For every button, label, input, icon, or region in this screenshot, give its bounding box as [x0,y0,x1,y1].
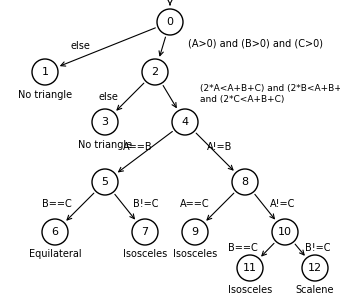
Circle shape [92,169,118,195]
Circle shape [182,219,208,245]
Circle shape [302,255,328,281]
Circle shape [32,59,58,85]
Text: 8: 8 [241,177,249,187]
Text: Equilateral: Equilateral [29,249,81,259]
Text: 6: 6 [51,227,58,237]
Text: 10: 10 [278,227,292,237]
Text: A!=B: A!=B [207,142,233,152]
Text: 12: 12 [308,263,322,273]
Circle shape [172,109,198,135]
Text: 11: 11 [243,263,257,273]
Text: 5: 5 [102,177,108,187]
Circle shape [157,9,183,35]
Circle shape [132,219,158,245]
Text: B!=C: B!=C [133,199,158,209]
Text: (A>0) and (B>0) and (C>0): (A>0) and (B>0) and (C>0) [188,39,323,49]
Text: A!=C: A!=C [270,199,295,209]
Text: 1: 1 [41,67,49,77]
Circle shape [92,109,118,135]
Text: 7: 7 [141,227,149,237]
Text: Isosceles: Isosceles [228,285,272,295]
Circle shape [272,219,298,245]
Text: A==B: A==B [123,142,153,152]
Text: 4: 4 [182,117,189,127]
Circle shape [42,219,68,245]
Text: Isosceles: Isosceles [173,249,217,259]
Text: B==C: B==C [228,243,258,253]
Text: Isosceles: Isosceles [123,249,167,259]
Text: 9: 9 [191,227,199,237]
Text: 3: 3 [102,117,108,127]
Circle shape [237,255,263,281]
Circle shape [142,59,168,85]
Circle shape [232,169,258,195]
Text: 2: 2 [151,67,158,77]
Text: Scalene: Scalene [296,285,334,295]
Text: else: else [98,92,118,102]
Text: No triangle: No triangle [78,140,132,150]
Text: B==C: B==C [42,199,72,209]
Text: (2*A<A+B+C) and (2*B<A+B+C)
and (2*C<A+B+C): (2*A<A+B+C) and (2*B<A+B+C) and (2*C<A+B… [200,84,340,104]
Text: 0: 0 [167,17,173,27]
Text: else: else [70,41,90,51]
Text: A==C: A==C [181,199,210,209]
Text: No triangle: No triangle [18,90,72,100]
Text: B!=C: B!=C [305,243,330,253]
